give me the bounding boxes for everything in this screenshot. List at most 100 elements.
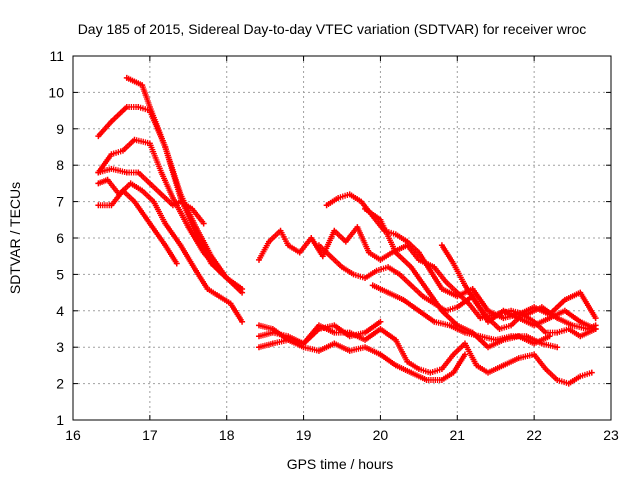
data-point <box>485 344 492 351</box>
data-point <box>269 340 276 347</box>
data-point <box>255 333 262 340</box>
data-point <box>531 351 538 358</box>
data-point <box>531 318 538 325</box>
data-point <box>158 191 165 198</box>
x-tick-label: 20 <box>373 427 389 443</box>
data-point <box>346 347 353 354</box>
series-s4 <box>95 165 207 227</box>
data-point <box>427 369 434 376</box>
data-point <box>162 242 169 249</box>
x-tick-label: 19 <box>296 427 312 443</box>
data-point <box>419 293 426 300</box>
data-point <box>431 318 438 325</box>
data-point <box>500 307 507 314</box>
data-point <box>377 318 384 325</box>
data-point <box>285 333 292 340</box>
data-point <box>315 326 322 332</box>
data-point <box>369 282 376 289</box>
data-point <box>177 191 184 198</box>
data-point <box>477 315 484 322</box>
data-point <box>223 275 230 282</box>
data-point <box>438 307 445 314</box>
y-tick-label: 1 <box>56 412 64 428</box>
data-point <box>450 260 457 267</box>
data-point <box>162 220 169 227</box>
data-point <box>461 329 468 336</box>
series-s3 <box>95 136 230 282</box>
data-point <box>95 202 102 209</box>
x-axis-label: GPS time / hours <box>287 456 394 472</box>
data-point <box>565 380 572 387</box>
data-point <box>415 307 422 314</box>
data-point <box>392 249 399 256</box>
data-point <box>331 329 338 336</box>
data-point <box>577 289 584 296</box>
data-point <box>450 351 457 358</box>
data-point <box>169 202 176 209</box>
data-point <box>438 366 445 373</box>
data-point <box>331 227 338 234</box>
data-point <box>315 242 322 249</box>
data-point <box>546 311 553 318</box>
x-tick-label: 17 <box>142 427 158 443</box>
data-point <box>200 249 207 256</box>
chart-title: Day 185 of 2015, Sidereal Day-to-day VTE… <box>78 21 587 37</box>
data-point <box>477 333 484 340</box>
data-point <box>146 180 153 187</box>
y-tick-label: 2 <box>56 376 64 392</box>
data-point <box>450 369 457 376</box>
data-point <box>342 238 349 245</box>
data-point <box>362 329 369 336</box>
data-point <box>123 103 130 110</box>
data-point <box>392 231 399 238</box>
x-tick-label: 23 <box>603 427 619 443</box>
data-point <box>162 144 169 150</box>
data-point <box>285 242 292 249</box>
data-point <box>177 242 184 249</box>
data-point <box>108 165 115 172</box>
data-point <box>469 285 476 292</box>
data-point <box>446 322 453 329</box>
data-point <box>404 238 411 245</box>
data-point <box>123 74 130 81</box>
data-point <box>146 140 153 147</box>
data-point <box>189 205 196 212</box>
data-point <box>377 216 384 223</box>
data-point <box>173 260 180 267</box>
data-point <box>95 180 102 187</box>
data-point <box>123 169 130 176</box>
data-point <box>408 282 415 289</box>
data-point <box>119 147 126 154</box>
data-point <box>239 318 246 325</box>
data-point <box>485 315 492 322</box>
data-point <box>454 304 461 311</box>
data-point <box>150 198 157 205</box>
data-point <box>588 369 595 376</box>
data-point <box>108 151 115 158</box>
data-point <box>473 362 480 369</box>
data-point <box>500 362 507 369</box>
data-point <box>135 103 142 110</box>
y-axis-label: SDTVAR / TECUs <box>7 182 23 294</box>
data-point <box>485 307 492 314</box>
data-point <box>358 198 365 205</box>
data-point <box>438 376 445 383</box>
data-point <box>500 315 507 322</box>
data-point <box>377 351 384 358</box>
data-point <box>415 249 422 256</box>
data-point <box>146 220 153 227</box>
data-point <box>385 289 392 296</box>
data-point <box>200 220 207 227</box>
data-point <box>496 326 503 332</box>
data-point <box>519 311 526 318</box>
data-point <box>331 322 338 329</box>
data-point <box>296 249 303 256</box>
data-point <box>396 271 403 278</box>
data-point <box>119 187 126 194</box>
data-point <box>542 366 549 373</box>
data-point <box>423 285 430 292</box>
data-point <box>192 224 199 231</box>
series-s2 <box>95 103 246 292</box>
